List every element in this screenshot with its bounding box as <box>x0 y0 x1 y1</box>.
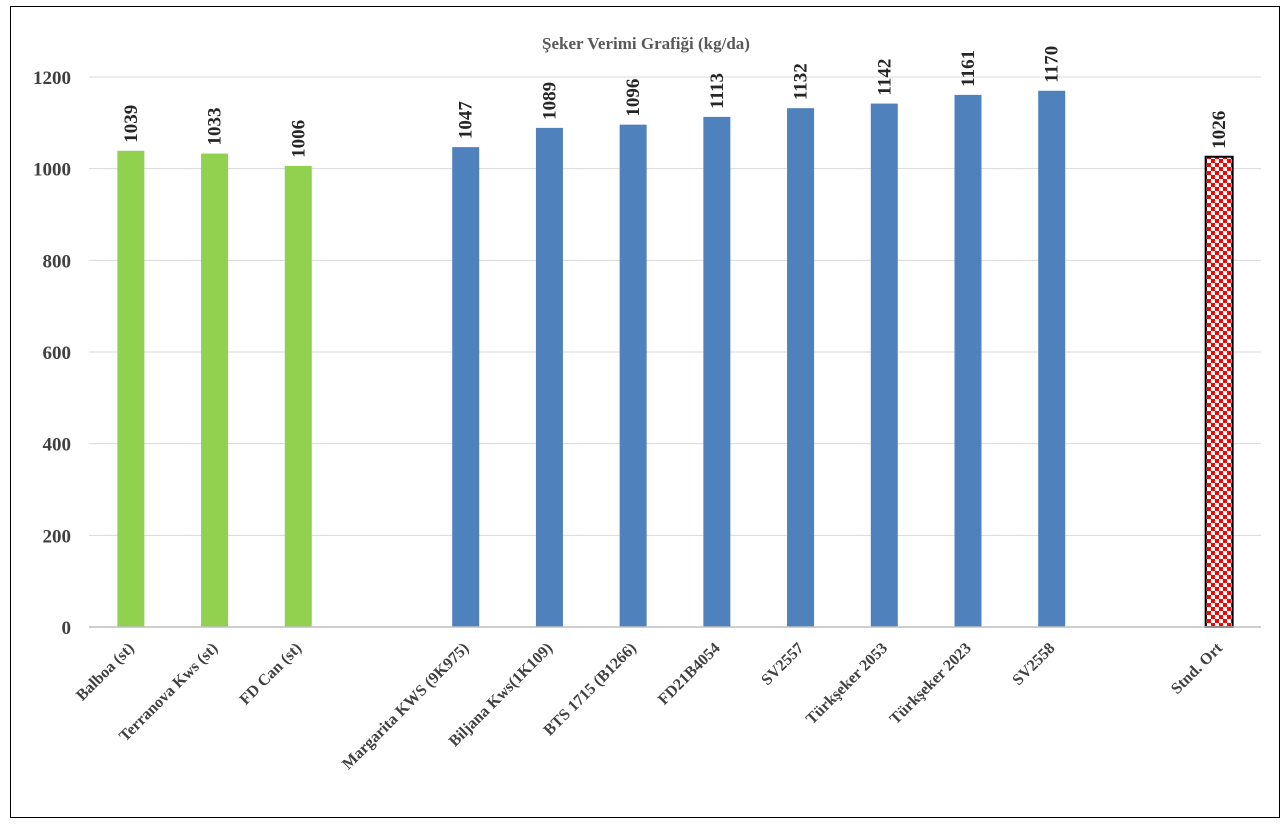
y-tick-label: 400 <box>43 435 72 456</box>
x-tick-label: Stnd. Ort <box>1168 639 1226 697</box>
y-tick-label: 800 <box>43 251 72 272</box>
x-tick-label: FD Can (st) <box>237 640 306 709</box>
bar <box>452 147 480 627</box>
data-label: 1142 <box>874 59 895 96</box>
sugar-yield-bar-chart: 0 200 400 600 800 1000 1200 1039 Balboa (st) 103… <box>33 34 1261 773</box>
x-tick-label: Türkşeker 2023 <box>887 640 975 728</box>
data-label: 1033 <box>205 108 226 146</box>
gridlines <box>89 76 1261 536</box>
x-tick-label: SV2558 <box>1009 640 1058 689</box>
bar <box>703 116 731 627</box>
bar <box>787 108 815 627</box>
data-label: 1113 <box>707 73 728 109</box>
chart-title: Şeker Verimi Grafiği (kg/da) <box>542 34 750 53</box>
x-tick-label: BTS 1715 (B1266) <box>541 640 640 739</box>
x-tick-label: Türkşeker 2053 <box>803 640 891 728</box>
x-tick-label: Margarita KWS (9K975) <box>339 640 472 773</box>
y-tick-label: 200 <box>43 526 72 547</box>
y-tick-label: 1200 <box>33 68 71 89</box>
bar <box>117 150 145 627</box>
x-tick-label: SV2557 <box>758 640 807 689</box>
axes: 0 200 400 600 800 1000 1200 <box>33 68 1261 639</box>
data-label: 1132 <box>791 63 812 100</box>
bar <box>619 124 647 628</box>
bar <box>870 103 898 628</box>
data-label: 1161 <box>958 50 979 87</box>
bar <box>1038 90 1066 627</box>
bar <box>535 127 563 627</box>
data-label: 1026 <box>1209 111 1230 149</box>
bars <box>117 90 1234 628</box>
x-tick-label: FD21B4054 <box>655 640 724 709</box>
chart-frame: 0 200 400 600 800 1000 1200 1039 Balboa (st) 103… <box>10 6 1280 818</box>
data-label: 1170 <box>1042 46 1063 83</box>
y-tick-label: 1000 <box>33 160 71 181</box>
x-tick-label: Balboa (st) <box>73 640 138 705</box>
y-tick-label: 600 <box>43 343 72 364</box>
data-label: 1096 <box>623 79 644 117</box>
data-label: 1047 <box>456 101 477 140</box>
y-tick-label: 0 <box>62 618 72 639</box>
bar <box>1204 155 1234 628</box>
bar <box>201 153 229 627</box>
bar <box>284 165 312 627</box>
data-label: 1006 <box>288 120 309 158</box>
data-label: 1089 <box>539 82 560 120</box>
bar <box>954 94 982 627</box>
data-label: 1039 <box>121 105 142 143</box>
